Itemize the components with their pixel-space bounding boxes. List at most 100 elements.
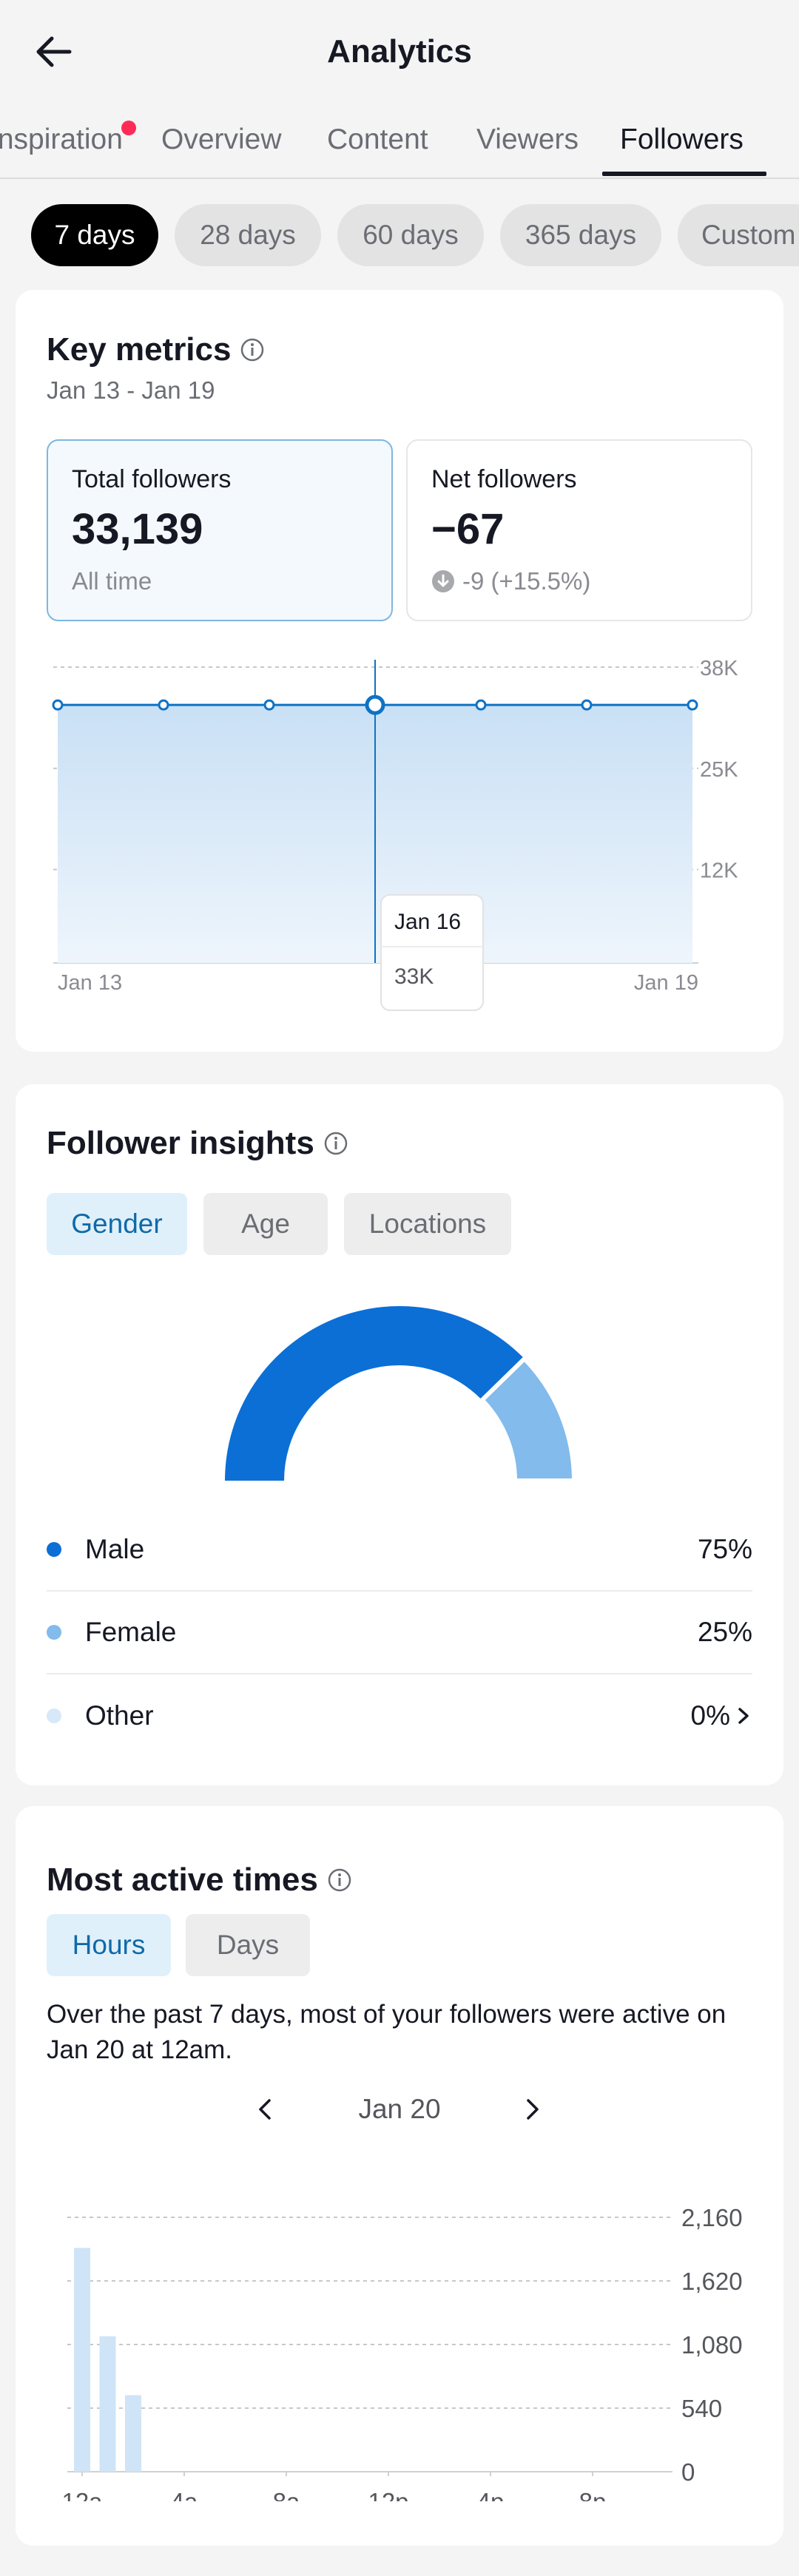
section-tabs: Inspiration Overview Content Viewers Fol… — [0, 104, 799, 179]
data-point — [475, 699, 487, 711]
y-tick-label: 38K — [700, 657, 738, 680]
range-custom[interactable]: Custom — [678, 204, 799, 266]
donut-slice-female — [479, 1355, 577, 1483]
followers-area-chart[interactable]: 38K 25K 12K Jan 13 Jan 19 Jan 16 33K — [16, 638, 783, 1022]
down-arrow-icon — [432, 570, 454, 592]
total-followers-label: Total followers — [72, 465, 232, 493]
x-tick-label: 8a — [273, 2488, 300, 2501]
y-tick-label: 1,620 — [681, 2268, 743, 2295]
legend-name-male: Male — [85, 1534, 145, 1564]
donut-slice-male — [225, 1306, 523, 1481]
tab-content[interactable]: Content — [327, 124, 428, 155]
range-60-days[interactable]: 60 days — [337, 204, 484, 266]
legend-value-other-wrap: 0% — [691, 1700, 752, 1731]
net-followers-change: -9 (+15.5%) — [431, 565, 590, 598]
notification-dot — [121, 121, 136, 135]
selected-data-point — [365, 694, 385, 715]
active-times-title: Most active times — [47, 1862, 318, 1898]
active-times-description: Over the past 7 days, most of your follo… — [47, 2000, 726, 2064]
tab-overview[interactable]: Overview — [161, 124, 282, 155]
legend-dot-female — [47, 1625, 61, 1640]
active-hours-bar-chart[interactable]: 0 540 1,080 1,620 2,160 12a 4a 8a 12p 4p 8p — [16, 2161, 783, 2501]
legend-value-female: 25% — [697, 1617, 752, 1647]
top-bar: Analytics — [0, 0, 799, 104]
net-followers-tile[interactable]: Net followers −67 -9 (+15.5%) — [406, 439, 752, 621]
range-28-days[interactable]: 28 days — [175, 204, 321, 266]
active-tab-indicator — [602, 172, 766, 176]
tab-hours[interactable]: Hours — [47, 1914, 171, 1976]
total-followers-tile[interactable]: Total followers 33,139 All time — [47, 439, 393, 621]
back-arrow-icon — [36, 36, 72, 67]
chevron-left-icon[interactable] — [251, 2095, 280, 2124]
date-range-label: Jan 13 - Jan 19 — [47, 376, 215, 404]
y-tick-label: 540 — [681, 2395, 722, 2422]
x-tick-label: 12p — [368, 2488, 408, 2501]
back-button[interactable] — [30, 28, 77, 75]
tab-locations[interactable]: Locations — [344, 1193, 511, 1255]
tab-followers[interactable]: Followers — [620, 124, 744, 155]
key-metrics-heading: Key metrics — [47, 329, 265, 371]
legend-row-female: Female 25% — [47, 1592, 752, 1674]
data-point — [687, 699, 698, 711]
total-followers-sub: All time — [72, 567, 152, 595]
tab-gender[interactable]: Gender — [47, 1193, 187, 1255]
y-tick-label: 2,160 — [681, 2204, 743, 2231]
y-tick-label: 0 — [681, 2458, 695, 2486]
data-point — [581, 699, 593, 711]
date-navigator: Jan 20 — [16, 2087, 783, 2132]
x-tick-label: Jan 13 — [58, 971, 122, 995]
hour-bar — [74, 2248, 90, 2472]
net-followers-change-text: -9 (+15.5%) — [462, 567, 591, 595]
x-tick-label: Jan 19 — [634, 971, 698, 995]
tab-age[interactable]: Age — [203, 1193, 328, 1255]
most-active-times-card: Most active times Hours Days Over the pa… — [16, 1806, 783, 2546]
chart-tooltip: Jan 16 33K — [380, 894, 484, 1011]
range-7-days[interactable]: 7 days — [31, 204, 158, 266]
legend-dot-other — [47, 1708, 61, 1723]
info-icon[interactable] — [323, 1131, 348, 1156]
legend-name-other: Other — [85, 1700, 154, 1731]
data-point — [52, 699, 64, 711]
x-tick-label: 4a — [171, 2488, 198, 2501]
tab-days[interactable]: Days — [186, 1914, 310, 1976]
y-tick-label: 12K — [700, 859, 738, 883]
tooltip-date: Jan 16 — [394, 910, 461, 934]
net-followers-value: −67 — [431, 505, 505, 553]
hour-bar — [125, 2395, 141, 2472]
tooltip-value: 33K — [394, 964, 434, 989]
legend-value-male: 75% — [697, 1534, 752, 1564]
legend-row-other[interactable]: Other 0% — [47, 1674, 752, 1757]
hour-bar — [99, 2336, 116, 2472]
chevron-right-icon[interactable] — [735, 1704, 752, 1728]
tab-viewers[interactable]: Viewers — [476, 124, 579, 155]
key-metrics-title: Key metrics — [47, 331, 232, 368]
x-tick-label: 4p — [477, 2488, 505, 2501]
y-tick-label: 25K — [700, 758, 738, 782]
net-followers-label: Net followers — [431, 465, 577, 493]
active-times-heading: Most active times — [47, 1859, 352, 1901]
tab-inspiration[interactable]: Inspiration — [0, 124, 123, 155]
legend-name-female: Female — [85, 1617, 177, 1647]
x-tick-label: 8p — [579, 2488, 607, 2501]
total-followers-value: 33,139 — [72, 505, 203, 553]
follower-insights-card: Follower insights Gender Age Locations M… — [16, 1084, 783, 1785]
tooltip-box — [380, 894, 484, 1011]
gender-half-donut-chart — [225, 1306, 577, 1483]
page-title: Analytics — [327, 33, 472, 70]
insights-title: Follower insights — [47, 1125, 314, 1161]
info-icon[interactable] — [327, 1867, 352, 1893]
y-tick-label: 1,080 — [681, 2331, 743, 2359]
data-point — [263, 699, 275, 711]
date-range-chips: 7 days 28 days 60 days 365 days Custom — [0, 204, 799, 268]
info-icon[interactable] — [240, 337, 265, 362]
legend-value-other: 0% — [690, 1700, 730, 1731]
x-tick-label: 12a — [61, 2488, 103, 2501]
selected-date: Jan 20 — [358, 2094, 441, 2124]
range-365-days[interactable]: 365 days — [500, 204, 661, 266]
legend-dot-male — [47, 1542, 61, 1557]
insights-heading: Follower insights — [47, 1123, 348, 1164]
legend-row-male: Male 75% — [47, 1509, 752, 1592]
key-metrics-card: Key metrics Jan 13 - Jan 19 Total follow… — [16, 290, 783, 1052]
data-point — [158, 699, 169, 711]
chevron-right-icon[interactable] — [517, 2095, 547, 2124]
